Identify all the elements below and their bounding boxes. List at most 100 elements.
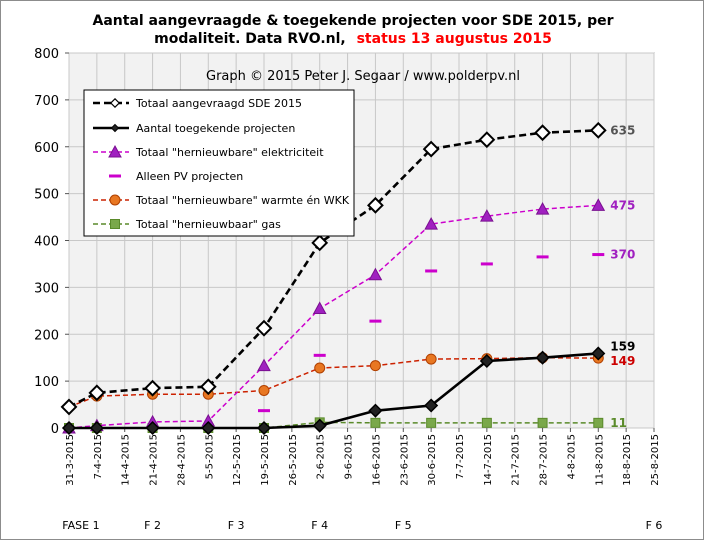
marker-electricity: [480, 209, 494, 222]
marker-heat: [425, 353, 437, 365]
marker-pv: [536, 255, 549, 259]
x-tick-label: 26-5-2015: [288, 434, 299, 486]
x-tick-label: 25-8-2015: [650, 434, 661, 486]
marker-requested: [589, 121, 607, 139]
x-tick-label: 21-4-2015: [149, 434, 160, 486]
end-label: 370: [610, 248, 635, 262]
marker-gas: [593, 417, 604, 428]
marker-heat: [369, 360, 381, 372]
marker-awarded: [535, 350, 550, 365]
series-awarded: [61, 346, 606, 436]
marker-requested: [478, 131, 496, 149]
marker-requested: [422, 140, 440, 158]
series-total-requested: [60, 121, 607, 416]
y-tick-label: 200: [34, 328, 59, 343]
chart-title-status: status 13 augustus 2015: [357, 31, 552, 47]
marker-awarded: [591, 346, 606, 361]
y-tick-label: 700: [34, 94, 59, 109]
marker-awarded: [368, 403, 383, 418]
x-tick-label: 7-4-2015: [93, 434, 104, 479]
x-tick-label: 11-8-2015: [594, 434, 605, 486]
x-tick-label: 19-5-2015: [260, 434, 271, 486]
legend: Totaal aangevraagd SDE 2015 Aantal toegek…: [83, 89, 355, 237]
legend-entry: Totaal aangevraagd SDE 2015: [135, 97, 302, 110]
marker-electricity: [591, 198, 606, 211]
x-tick-label: 9-6-2015: [344, 434, 355, 479]
marker-gas: [426, 417, 437, 428]
legend-entry: Aantal toegekende projecten: [136, 122, 295, 135]
y-tick-label: 600: [34, 141, 59, 156]
phase-label: FASE 1: [62, 519, 99, 532]
marker-awarded: [424, 398, 439, 413]
x-tick-label: 7-7-2015: [455, 434, 466, 479]
marker-electricity: [257, 358, 271, 372]
legend-swatch-marker: [109, 194, 121, 206]
watermark-credit: Graph © 2015 Peter J. Segaar / www.polde…: [206, 69, 520, 84]
x-tick-label: 16-6-2015: [371, 434, 382, 486]
y-tick-label: 100: [34, 375, 59, 390]
marker-requested: [88, 384, 106, 402]
series-layer: [60, 121, 607, 436]
legend-entry: Totaal "hernieuwbaar" gas: [135, 218, 281, 231]
x-tick-label: 23-6-2015: [399, 434, 410, 486]
legend-swatch-marker: [108, 144, 122, 158]
y-tick-label: 500: [34, 188, 59, 203]
marker-requested: [60, 398, 78, 416]
chart-title-line2: modaliteit. Data RVO.nl, status 13 augus…: [154, 31, 552, 47]
marker-electricity: [312, 301, 327, 314]
marker-requested: [367, 196, 384, 214]
end-label: 635: [610, 123, 635, 137]
marker-awarded: [256, 420, 272, 436]
x-tick-label: 28-4-2015: [176, 434, 187, 486]
x-tick-label: 31-3-2015: [65, 434, 76, 486]
marker-awarded: [145, 420, 160, 436]
marker-awarded: [201, 420, 216, 436]
marker-awarded: [61, 420, 77, 436]
marker-electricity: [424, 217, 438, 230]
marker-awarded: [479, 353, 494, 369]
marker-requested: [534, 124, 551, 142]
chart-title-line1: Aantal aangevraagde & toegekende project…: [93, 13, 614, 29]
end-label: 475: [610, 198, 635, 212]
marker-pv: [592, 253, 605, 257]
marker-awarded: [312, 418, 327, 433]
phase-label: F 3: [228, 519, 245, 532]
legend-entry: Totaal "hernieuwbare" elektriciteit: [135, 146, 324, 159]
x-tick-label: 5-5-2015: [204, 434, 215, 479]
x-axis: 31-3-2015 7-4-2015 14-4-2015 21-4-2015 28-4-…: [65, 428, 661, 486]
y-tick-label: 300: [34, 281, 59, 296]
legend-swatch-marker: [110, 123, 120, 133]
y-tick-label: 400: [34, 235, 59, 250]
x-tick-label: 4-8-2015: [566, 434, 577, 479]
marker-heat: [314, 362, 326, 374]
x-tick-label: 12-5-2015: [232, 434, 243, 486]
end-label: 11: [610, 416, 627, 430]
x-tick-label: 18-8-2015: [622, 434, 633, 486]
legend-swatch-marker: [109, 174, 121, 178]
marker-gas: [537, 417, 548, 428]
y-tick-label: 0: [51, 422, 59, 437]
x-tick-label: 14-4-2015: [121, 434, 132, 486]
legend-entry: Totaal "hernieuwbare" warmte én WKK: [135, 194, 350, 207]
marker-requested: [311, 234, 329, 252]
x-tick-label: 30-6-2015: [427, 434, 438, 486]
end-label: 149: [610, 354, 635, 368]
x-tick-label: 14-7-2015: [483, 434, 494, 486]
marker-gas: [481, 417, 492, 428]
legend-entry: Alleen PV projecten: [136, 170, 243, 183]
phase-label: F 6: [646, 519, 663, 532]
x-tick-label: 28-7-2015: [539, 434, 550, 486]
legend-swatch-marker: [110, 219, 120, 229]
marker-pv: [258, 409, 270, 413]
end-label: 159: [610, 339, 635, 353]
chart-title-source: modaliteit. Data RVO.nl,: [154, 31, 346, 47]
phase-label: F 2: [144, 519, 161, 532]
phase-label: F 5: [395, 519, 412, 532]
y-axis: 0 100 200 300 400 500 600 700 800: [34, 47, 69, 437]
marker-electricity: [368, 267, 383, 281]
end-labels: 635 159 475 370 149 11: [610, 123, 635, 430]
y-tick-label: 800: [34, 47, 59, 62]
marker-gas: [370, 417, 381, 428]
marker-heat: [258, 385, 270, 396]
